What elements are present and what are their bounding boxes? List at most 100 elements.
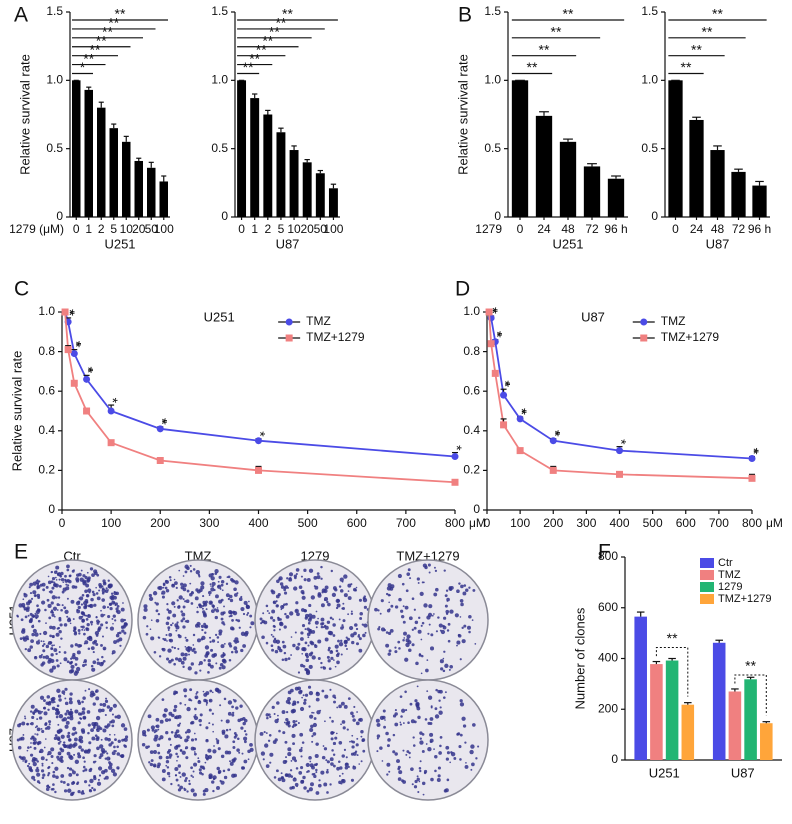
significance-label: **: [702, 24, 713, 40]
y-tick-label: 1.0: [46, 73, 63, 87]
colony: [328, 667, 332, 671]
colony: [31, 715, 35, 720]
colony: [47, 575, 50, 578]
colony: [341, 720, 346, 724]
colony: [342, 602, 345, 605]
colony: [386, 744, 390, 748]
colony: [308, 691, 314, 696]
colony: [190, 738, 195, 742]
colony: [324, 637, 329, 642]
colony: [99, 753, 104, 757]
colony: [64, 712, 68, 716]
colony: [271, 590, 276, 595]
colony: [208, 722, 211, 725]
colony: [303, 568, 307, 572]
colony: [190, 788, 195, 793]
colony: [306, 627, 310, 631]
colony: [72, 652, 76, 657]
colony: [445, 612, 449, 616]
colony: [459, 658, 462, 661]
colony: [69, 661, 72, 665]
colony: [429, 722, 433, 726]
colony: [82, 792, 85, 795]
colony: [205, 704, 208, 706]
colony: [297, 686, 302, 691]
colony: [419, 740, 424, 745]
colony: [228, 594, 233, 599]
legend-label: TMZ+1279: [718, 593, 772, 605]
colony: [338, 780, 342, 785]
colony: [386, 762, 391, 767]
colony: [285, 710, 289, 714]
colony: [93, 776, 96, 779]
error-bar: [265, 109, 271, 115]
colony: [36, 587, 39, 590]
colony: [90, 646, 95, 651]
colony: [30, 737, 33, 740]
colony: [158, 655, 162, 658]
colony: [97, 627, 101, 631]
colony: [81, 615, 84, 618]
colony: [61, 690, 66, 695]
colony: [211, 723, 214, 726]
colony: [205, 608, 208, 611]
colony: [34, 612, 37, 615]
colony: [92, 692, 96, 697]
colony: [386, 773, 389, 776]
colony: [284, 740, 288, 744]
error-bar: [746, 676, 755, 680]
colony: [317, 617, 319, 620]
colony: [283, 588, 287, 592]
colony: [272, 624, 276, 628]
colony: [229, 614, 233, 618]
colony: [35, 768, 40, 773]
colony: [166, 771, 171, 776]
significance-bracket: [734, 674, 767, 716]
colony: [54, 576, 57, 579]
colony: [123, 631, 127, 635]
colony: [212, 749, 217, 754]
colony: [37, 596, 41, 599]
colony: [405, 753, 408, 756]
colony: [91, 736, 96, 741]
colony: [411, 597, 415, 601]
significance-label: **: [269, 24, 280, 40]
colony: [234, 650, 239, 654]
colony: [166, 657, 170, 661]
colony: [57, 694, 62, 698]
colony: [196, 691, 199, 694]
colony: [406, 634, 411, 639]
colony: [311, 614, 316, 619]
colony: [463, 584, 467, 587]
colony: [123, 622, 128, 627]
colony: [416, 577, 420, 581]
colony: [412, 744, 416, 747]
significance-label: **: [256, 41, 267, 57]
colony: [394, 722, 399, 727]
colony: [198, 575, 201, 578]
colony: [36, 772, 41, 777]
colony: [248, 600, 250, 603]
colony: [171, 622, 174, 625]
colony: [458, 745, 462, 749]
colony: [178, 569, 181, 572]
colony: [155, 609, 159, 613]
colony: [120, 723, 126, 728]
colony: [415, 661, 419, 666]
colony: [173, 733, 179, 739]
colony: [218, 666, 222, 670]
colony: [31, 775, 36, 780]
colony: [223, 605, 225, 608]
colony: [33, 741, 37, 745]
colony: [72, 726, 77, 731]
colony: [434, 769, 437, 773]
colony: [120, 754, 123, 757]
colony: [53, 644, 55, 647]
colony: [333, 700, 337, 704]
colony: [165, 634, 168, 637]
colony: [78, 632, 81, 635]
colony: [87, 614, 91, 619]
colony: [83, 750, 87, 753]
colony: [212, 604, 216, 608]
error-bar: [611, 175, 621, 179]
